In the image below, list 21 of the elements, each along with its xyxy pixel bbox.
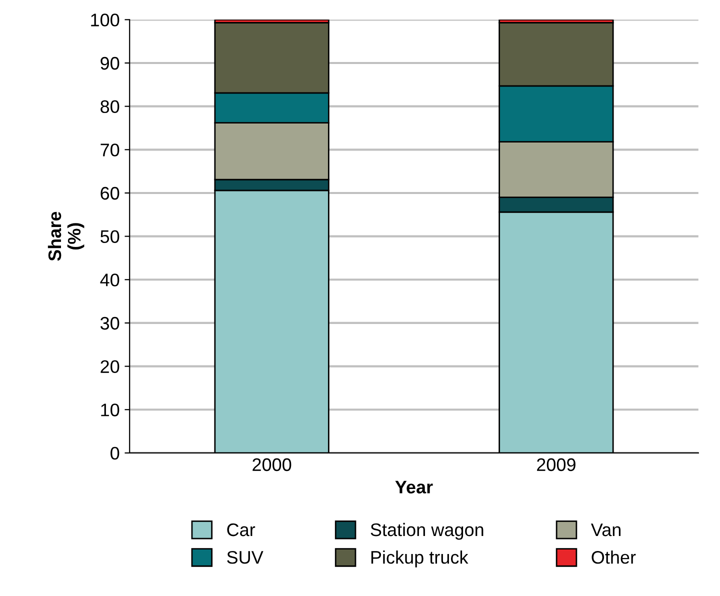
x-axis-title: Year xyxy=(395,480,433,494)
legend-label: Pickup truck xyxy=(371,550,468,568)
legend-label: Car xyxy=(227,523,256,536)
y-tick-label: 10 xyxy=(101,404,120,416)
y-tick-label: 70 xyxy=(100,144,120,156)
legend-label: Other xyxy=(592,550,636,564)
legend-label: Van xyxy=(590,524,621,536)
legend-label: Station wagon xyxy=(370,522,484,540)
x-tick-label: 2009 xyxy=(537,458,576,472)
y-tick-label: 100 xyxy=(91,14,120,26)
y-tick-label: 90 xyxy=(100,56,120,70)
y-tick-label: 20 xyxy=(100,360,120,374)
legend-label: SUV xyxy=(227,550,264,564)
y-tick-label: 60 xyxy=(100,186,120,200)
y-tick-label: 0 xyxy=(110,446,120,460)
y-tick-label: 30 xyxy=(100,316,120,330)
y-tick-label: 50 xyxy=(100,230,120,244)
y-tick-label: 80 xyxy=(100,100,120,114)
y-tick-label: 40 xyxy=(100,274,120,286)
y-axis-title: Share (%) xyxy=(48,212,84,261)
x-tick-label: 2000 xyxy=(252,458,292,472)
